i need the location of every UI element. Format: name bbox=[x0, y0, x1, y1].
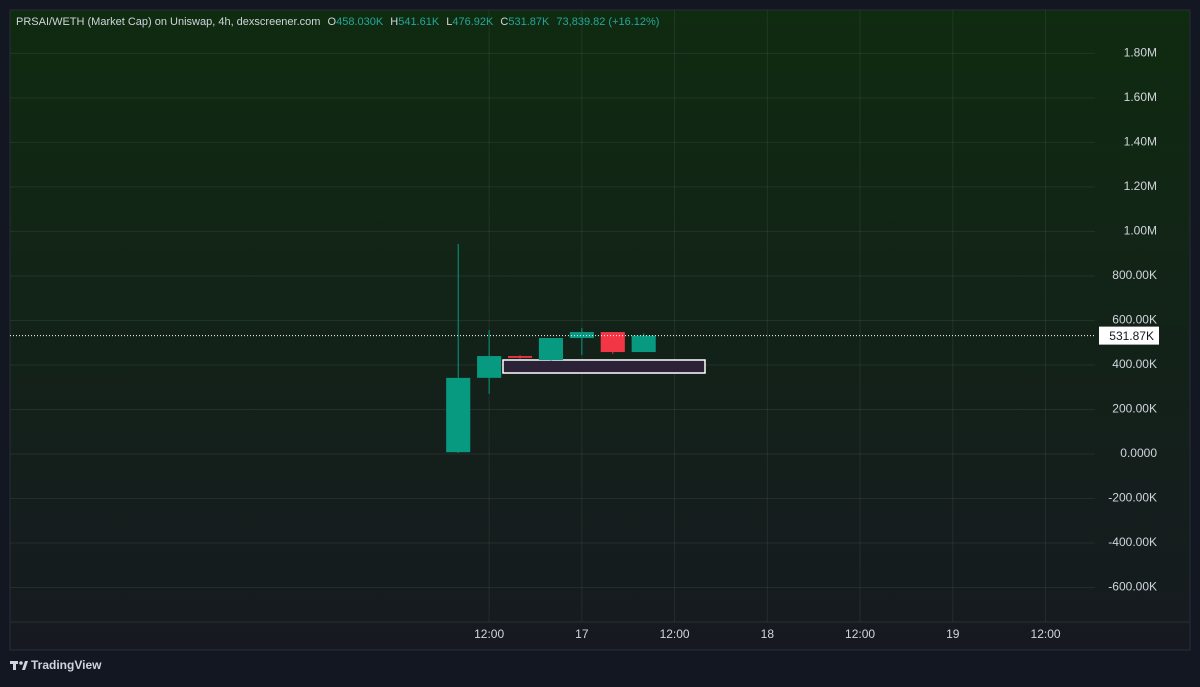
y-tick-label: 200.00K bbox=[1112, 402, 1157, 416]
last-price-label: 531.87K bbox=[1109, 329, 1154, 343]
low-key: L bbox=[446, 16, 452, 28]
y-tick-label: -400.00K bbox=[1108, 535, 1157, 549]
y-tick-label: 1.80M bbox=[1124, 46, 1157, 60]
x-tick-label: 12:00 bbox=[474, 627, 504, 641]
candle-body bbox=[477, 356, 502, 378]
x-tick-label: 12:00 bbox=[845, 627, 875, 641]
change: 73,839.82 (+16.12%) bbox=[556, 16, 659, 28]
logo-dot bbox=[19, 661, 23, 665]
open-value: 458.030K bbox=[336, 16, 384, 28]
y-tick-label: 1.00M bbox=[1124, 224, 1157, 238]
grid bbox=[10, 10, 1095, 622]
x-tick-label: 12:00 bbox=[660, 627, 690, 641]
rectangle-drawing bbox=[502, 359, 706, 374]
y-tick-label: 800.00K bbox=[1112, 268, 1157, 282]
y-tick-label: 1.40M bbox=[1124, 135, 1157, 149]
close-value: 531.87K bbox=[508, 16, 550, 28]
candle-body bbox=[631, 335, 656, 353]
candles bbox=[446, 243, 656, 453]
candle-body bbox=[507, 356, 533, 358]
candle-body bbox=[446, 377, 471, 453]
y-tick-label: 0.0000 bbox=[1120, 446, 1157, 460]
y-tick-label: 400.00K bbox=[1112, 357, 1157, 371]
y-tick-label: 1.60M bbox=[1124, 90, 1157, 104]
chart-panel bbox=[9, 9, 1191, 651]
symbol: PRSAI/WETH (Market Cap) on Uniswap, 4h, … bbox=[16, 16, 320, 28]
x-tick-label: 17 bbox=[575, 627, 589, 641]
branding: TradingView bbox=[31, 658, 102, 672]
candle-body bbox=[600, 332, 625, 353]
logo-stem bbox=[13, 661, 16, 670]
x-tick-label: 12:00 bbox=[1031, 627, 1061, 641]
y-tick-label: -200.00K bbox=[1108, 491, 1157, 505]
header: PRSAI/WETH (Market Cap) on Uniswap, 4h, … bbox=[16, 16, 659, 28]
last-price-box bbox=[1099, 326, 1159, 345]
candle-body bbox=[569, 332, 594, 339]
y-tick-label: 1.20M bbox=[1124, 179, 1157, 193]
y-tick-label: 600.00K bbox=[1112, 313, 1157, 327]
open-key: O bbox=[328, 16, 337, 28]
x-tick-label: 19 bbox=[946, 627, 960, 641]
y-tick-label: -600.00K bbox=[1108, 580, 1157, 594]
logo: TradingView bbox=[10, 658, 102, 672]
high-value: 541.61K bbox=[398, 16, 440, 28]
candle-body bbox=[538, 338, 564, 361]
x-tick-label: 18 bbox=[761, 627, 775, 641]
close-key: C bbox=[500, 16, 508, 28]
logo-slash bbox=[22, 661, 28, 670]
low-value: 476.92K bbox=[452, 16, 494, 28]
high-key: H bbox=[390, 16, 398, 28]
